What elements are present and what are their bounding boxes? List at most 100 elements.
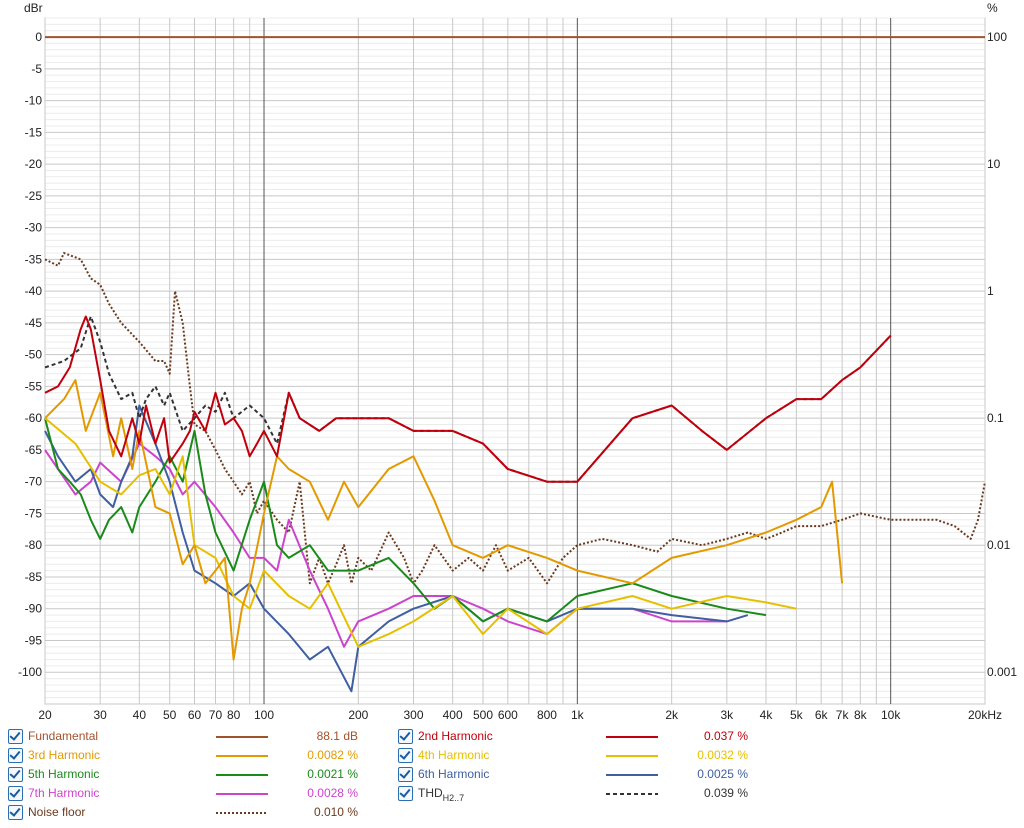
legend-value: 0.039 % bbox=[703, 786, 748, 800]
y-tick-label: -75 bbox=[25, 506, 43, 520]
legend-checkbox[interactable] bbox=[8, 729, 23, 744]
x-tick-label: 80 bbox=[227, 708, 241, 722]
x-tick-label: 4k bbox=[760, 708, 774, 722]
y-tick-label: -95 bbox=[25, 633, 43, 647]
y-tick-label: 0 bbox=[35, 30, 42, 44]
x-tick-label: 10k bbox=[881, 708, 901, 722]
legend-swatch bbox=[606, 793, 658, 795]
y-tick-label: -90 bbox=[25, 602, 43, 616]
legend-label: 3rd Harmonic bbox=[28, 748, 101, 762]
legend-label: 6th Harmonic bbox=[418, 767, 490, 781]
y-axis-right-label: % bbox=[987, 1, 998, 15]
y-tick-label: -10 bbox=[25, 94, 43, 108]
legend-label: THDH2..7 bbox=[418, 786, 465, 803]
legend-item: Fundamental 88.1 dB bbox=[8, 727, 398, 746]
legend-label: Fundamental bbox=[28, 729, 99, 743]
legend-checkbox[interactable] bbox=[398, 786, 413, 801]
x-tick-label: 300 bbox=[403, 708, 423, 722]
legend-label: 2nd Harmonic bbox=[418, 729, 493, 743]
x-tick-label: 1k bbox=[571, 708, 585, 722]
y-tick-label: -80 bbox=[25, 538, 43, 552]
x-tick-label: 5k bbox=[790, 708, 804, 722]
x-tick-label: 20 bbox=[38, 708, 52, 722]
legend-label: Noise floor bbox=[28, 805, 86, 819]
x-tick-label: 8k bbox=[854, 708, 868, 722]
y-tick-label: -40 bbox=[25, 284, 43, 298]
x-tick-label: 70 bbox=[209, 708, 223, 722]
legend-label-subscript: H2..7 bbox=[442, 793, 465, 803]
x-tick-label: 40 bbox=[133, 708, 147, 722]
y-right-tick-label: 0.1 bbox=[987, 411, 1004, 425]
legend-item: THDH2..7 0.039 % bbox=[398, 784, 788, 803]
x-tick-label: 3k bbox=[720, 708, 734, 722]
legend-value: 88.1 dB bbox=[316, 729, 358, 743]
y-tick-label: -15 bbox=[25, 125, 43, 139]
legend-item: 6th Harmonic 0.0025 % bbox=[398, 765, 788, 784]
x-tick-label: 60 bbox=[188, 708, 202, 722]
y-right-tick-label: 0.01 bbox=[987, 538, 1011, 552]
legend-swatch bbox=[216, 736, 268, 738]
y-tick-label: -20 bbox=[25, 157, 43, 171]
legend-value: 0.0082 % bbox=[307, 748, 358, 762]
y-tick-label: -55 bbox=[25, 379, 43, 393]
legend-value: 0.0021 % bbox=[307, 767, 358, 781]
legend-swatch bbox=[216, 774, 268, 776]
series-line-h5 bbox=[44, 417, 767, 623]
legend-checkbox[interactable] bbox=[8, 748, 23, 763]
x-tick-label: 2k bbox=[665, 708, 679, 722]
y-tick-label: -60 bbox=[25, 411, 43, 425]
y-tick-label: -65 bbox=[25, 443, 43, 457]
legend-value: 0.0028 % bbox=[307, 786, 358, 800]
y-tick-label: -100 bbox=[18, 665, 42, 679]
legend-swatch bbox=[606, 736, 658, 738]
legend-item: 5th Harmonic 0.0021 % bbox=[8, 765, 398, 784]
y-right-tick-label: 100 bbox=[987, 30, 1007, 44]
x-tick-label: 500 bbox=[473, 708, 493, 722]
legend-item: 2nd Harmonic 0.037 % bbox=[398, 727, 788, 746]
y-tick-label: -85 bbox=[25, 570, 43, 584]
y-right-tick-label: 10 bbox=[987, 157, 1001, 171]
legend-label: 7th Harmonic bbox=[28, 786, 100, 800]
x-tick-label: 400 bbox=[443, 708, 463, 722]
legend-checkbox[interactable] bbox=[398, 748, 413, 763]
legend-label: 5th Harmonic bbox=[28, 767, 100, 781]
legend-item: 3rd Harmonic 0.0082 % bbox=[8, 746, 398, 765]
y-tick-label: -30 bbox=[25, 221, 43, 235]
legend-swatch bbox=[216, 812, 268, 814]
y-axis-right-ticks: 100 10 1 0.1 0.01 0.001 bbox=[987, 30, 1017, 679]
legend-checkbox[interactable] bbox=[8, 786, 23, 801]
y-tick-label: -70 bbox=[25, 475, 43, 489]
legend-value: 0.010 % bbox=[313, 805, 358, 819]
y-axis-left-label: dBr bbox=[24, 1, 43, 15]
legend-value: 0.0025 % bbox=[697, 767, 748, 781]
y-axis-left-ticks: 0 -5 -10 -15 -20 -25 -30 -35 -40 -45 -50 -55 -60 -65 -… bbox=[18, 30, 42, 679]
x-tick-label: 50 bbox=[163, 708, 177, 722]
series-line-h2 bbox=[44, 315, 892, 483]
x-tick-label: 200 bbox=[348, 708, 368, 722]
series-line-noise bbox=[44, 252, 986, 585]
legend-checkbox[interactable] bbox=[398, 767, 413, 782]
x-tick-label: 7k bbox=[836, 708, 850, 722]
y-tick-label: -35 bbox=[25, 252, 43, 266]
y-tick-label: -45 bbox=[25, 316, 43, 330]
legend-checkbox[interactable] bbox=[398, 729, 413, 744]
y-tick-label: -25 bbox=[25, 189, 43, 203]
legend-value: 0.0032 % bbox=[697, 748, 748, 762]
y-tick-label: -50 bbox=[25, 348, 43, 362]
legend-checkbox[interactable] bbox=[8, 805, 23, 820]
legend-value: 0.037 % bbox=[703, 729, 748, 743]
x-tick-label: 6k bbox=[815, 708, 829, 722]
x-tick-label: 100 bbox=[254, 708, 274, 722]
legend-swatch bbox=[606, 755, 658, 757]
y-right-tick-label: 0.001 bbox=[987, 665, 1017, 679]
y-right-tick-label: 1 bbox=[987, 284, 994, 298]
y-tick-label: -5 bbox=[31, 62, 42, 76]
legend-checkbox[interactable] bbox=[8, 767, 23, 782]
legend-item: 4th Harmonic 0.0032 % bbox=[398, 746, 788, 765]
grid bbox=[44, 17, 986, 705]
legend-item: 7th Harmonic 0.0028 % bbox=[8, 784, 398, 803]
legend-swatch bbox=[606, 774, 658, 776]
x-tick-label: 800 bbox=[537, 708, 557, 722]
legend-item: Noise floor 0.010 % bbox=[8, 803, 398, 822]
legend-swatch bbox=[216, 793, 268, 795]
